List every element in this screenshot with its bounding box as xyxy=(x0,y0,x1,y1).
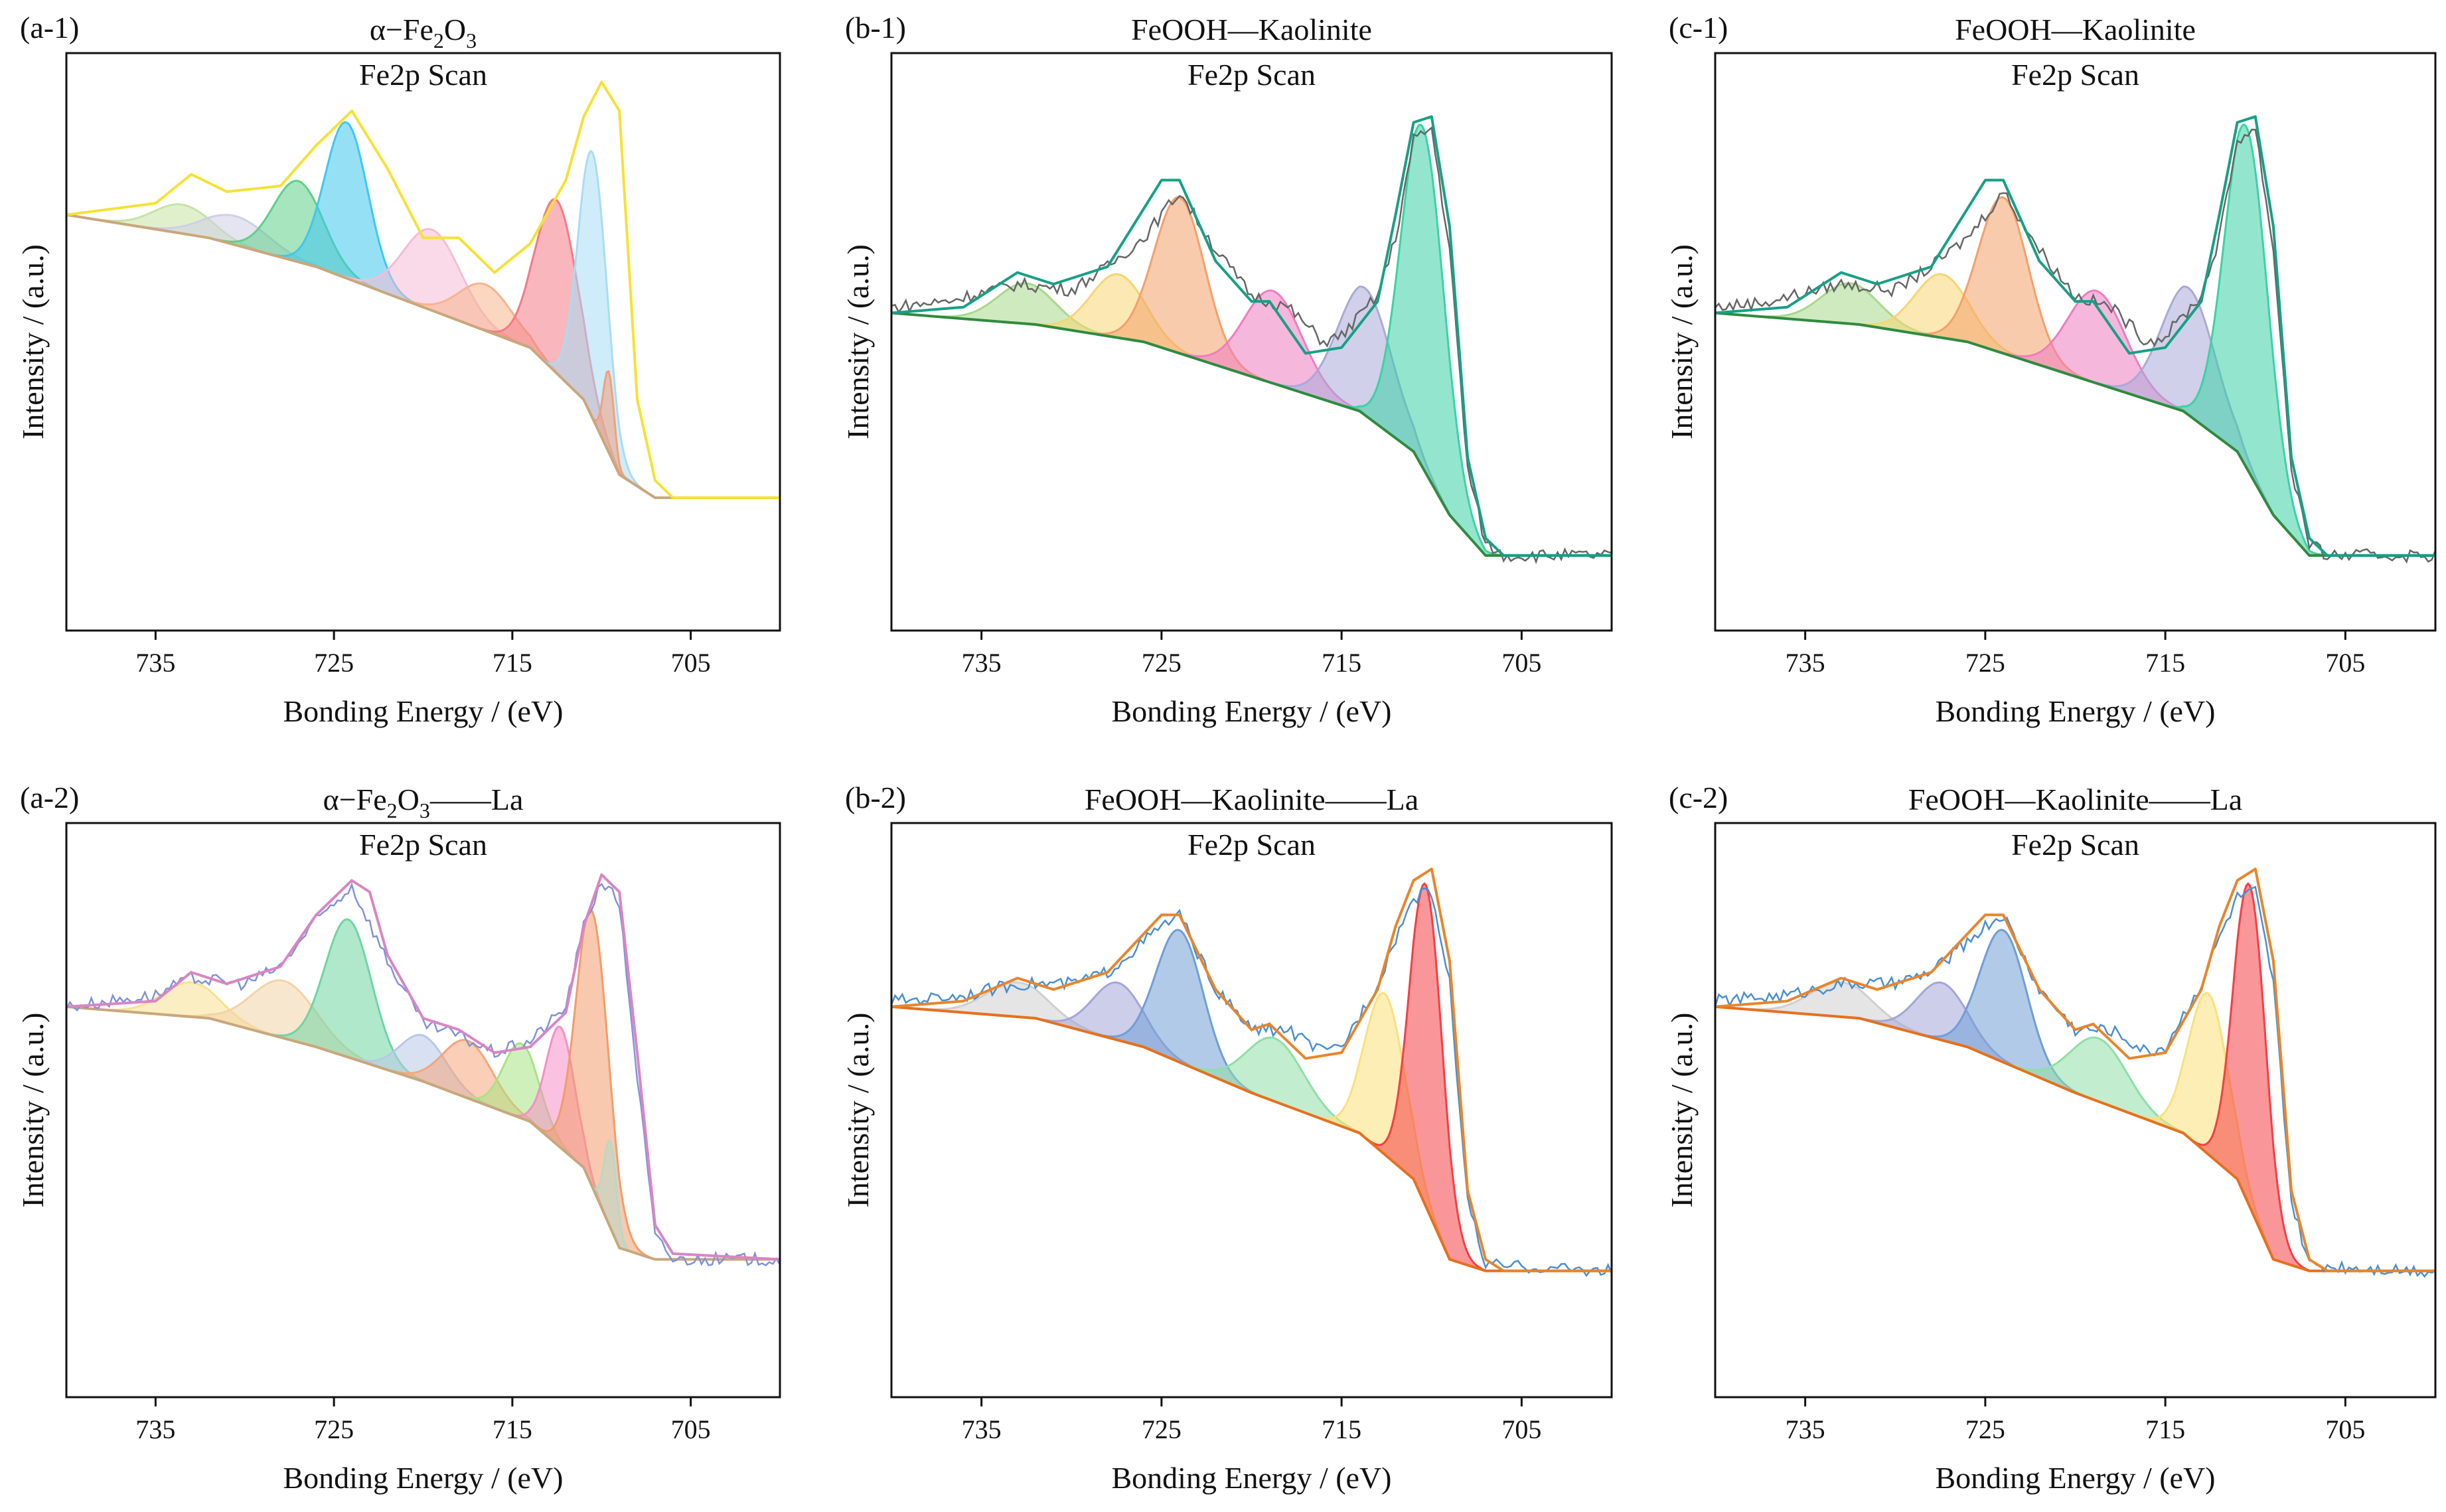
plot-area xyxy=(66,873,780,1266)
scan-label: Fe2p Scan xyxy=(359,828,487,862)
x-tick-label: 725 xyxy=(1142,1414,1182,1444)
x-tick-label: 715 xyxy=(493,1414,532,1444)
panel-tag: (a-1) xyxy=(20,11,79,44)
x-tick-label: 705 xyxy=(2325,1414,2365,1444)
plot-area xyxy=(891,115,1612,565)
y-axis-label: Intensity / (a.u.) xyxy=(16,1013,50,1208)
scan-label: Fe2p Scan xyxy=(359,58,487,92)
x-tick-label: 725 xyxy=(314,648,354,678)
y-axis-label: Intensity / (a.u.) xyxy=(1665,1013,1699,1208)
scan-label: Fe2p Scan xyxy=(1187,58,1316,92)
plot-area xyxy=(891,868,1612,1277)
scan-label: Fe2p Scan xyxy=(2011,828,2139,862)
plot-frame xyxy=(65,52,781,632)
x-axis-label: Bonding Energy / (eV) xyxy=(1111,694,1391,728)
x-tick-label: 725 xyxy=(1965,1414,2005,1444)
y-axis-label: Intensity / (a.u.) xyxy=(841,1013,875,1208)
x-tick-label: 735 xyxy=(962,648,1002,678)
y-axis-label: Intensity / (a.u.) xyxy=(1665,244,1699,439)
panel-tag: (b-2) xyxy=(845,781,906,814)
plot-frame xyxy=(890,822,1613,1399)
y-axis-label: Intensity / (a.u.) xyxy=(16,244,50,439)
x-axis-label: Bonding Energy / (eV) xyxy=(1935,694,2215,728)
x-tick-label: 715 xyxy=(493,648,532,678)
panel-title: FeOOH—Kaolinite xyxy=(1955,13,2196,46)
x-tick-label: 705 xyxy=(2325,648,2365,678)
x-tick-label: 705 xyxy=(1501,648,1541,678)
x-tick-label: 725 xyxy=(314,1414,354,1444)
plot-area xyxy=(66,80,780,499)
panel-title: α−Fe2O3 xyxy=(370,13,477,52)
x-tick-label: 715 xyxy=(1322,648,1361,678)
background-baseline xyxy=(66,213,780,499)
panel-tag: (b-1) xyxy=(845,11,906,44)
background-baseline xyxy=(1715,311,2435,557)
plot-frame xyxy=(65,822,781,1399)
plot-frame xyxy=(1714,822,2437,1399)
x-axis-label: Bonding Energy / (eV) xyxy=(283,694,563,728)
x-tick-label: 705 xyxy=(1501,1414,1541,1444)
x-tick-label: 725 xyxy=(1142,648,1182,678)
chart-panel-b-2: 735 725 715 705 Bonding Energy / (eV) Intensi… xyxy=(841,781,1613,1495)
background-baseline xyxy=(66,1005,780,1261)
x-tick-label: 705 xyxy=(671,1414,711,1444)
panel-tag: (a-2) xyxy=(20,781,79,814)
x-tick-label: 735 xyxy=(135,1414,175,1444)
chart-panel-a-1: 735 725 715 705 Bonding Energy / (eV) Intensi… xyxy=(16,11,781,728)
plot-frame xyxy=(1714,52,2437,632)
scan-label: Fe2p Scan xyxy=(1187,828,1316,862)
background-baseline xyxy=(891,1005,1612,1272)
fitted-envelope-line xyxy=(66,873,780,1261)
plot-area xyxy=(1715,115,2435,564)
fitted-envelope-line xyxy=(891,868,1612,1272)
chart-panel-b-1: 735 725 715 705 Bonding Energy / (eV) Intensi… xyxy=(841,11,1613,728)
chart-panel-c-1: 735 725 715 705 Bonding Energy / (eV) Intensi… xyxy=(1665,11,2437,728)
x-axis-label: Bonding Energy / (eV) xyxy=(1111,1461,1391,1495)
y-axis-label: Intensity / (a.u.) xyxy=(841,244,875,439)
x-tick-label: 705 xyxy=(671,648,711,678)
x-tick-label: 735 xyxy=(1786,648,1825,678)
fitted-envelope-line xyxy=(1715,868,2435,1272)
background-baseline xyxy=(891,311,1612,557)
scan-label: Fe2p Scan xyxy=(2011,58,2139,92)
plot-area xyxy=(1715,868,2435,1278)
panel-tag: (c-1) xyxy=(1669,11,1728,44)
panel-title: FeOOH—Kaolinite xyxy=(1131,13,1372,46)
chart-panel-c-2: 735 725 715 705 Bonding Energy / (eV) Intensi… xyxy=(1665,781,2437,1495)
fitted-envelope-line xyxy=(1715,115,2435,557)
x-tick-label: 715 xyxy=(2145,648,2185,678)
x-axis-label: Bonding Energy / (eV) xyxy=(283,1461,563,1495)
panel-title: FeOOH—Kaolinite——La xyxy=(1085,783,1418,816)
background-baseline xyxy=(1715,1005,2435,1272)
fitted-envelope-line xyxy=(891,115,1612,557)
raw-spectrum-line xyxy=(891,125,1612,565)
plot-frame xyxy=(890,52,1613,632)
panel-tag: (c-2) xyxy=(1669,781,1728,814)
chart-panel-a-2: 735 725 715 705 Bonding Energy / (eV) Intensi… xyxy=(16,781,781,1495)
x-axis-label: Bonding Energy / (eV) xyxy=(1935,1461,2215,1495)
x-tick-label: 735 xyxy=(962,1414,1002,1444)
x-tick-label: 735 xyxy=(135,648,175,678)
x-tick-label: 715 xyxy=(2145,1414,2185,1444)
panel-title: FeOOH—Kaolinite——La xyxy=(1908,783,2242,816)
x-tick-label: 735 xyxy=(1786,1414,1825,1444)
x-tick-label: 715 xyxy=(1322,1414,1361,1444)
fitted-envelope-line xyxy=(66,80,780,499)
x-tick-label: 725 xyxy=(1965,648,2005,678)
panel-title: α−Fe2O3——La xyxy=(323,783,524,822)
